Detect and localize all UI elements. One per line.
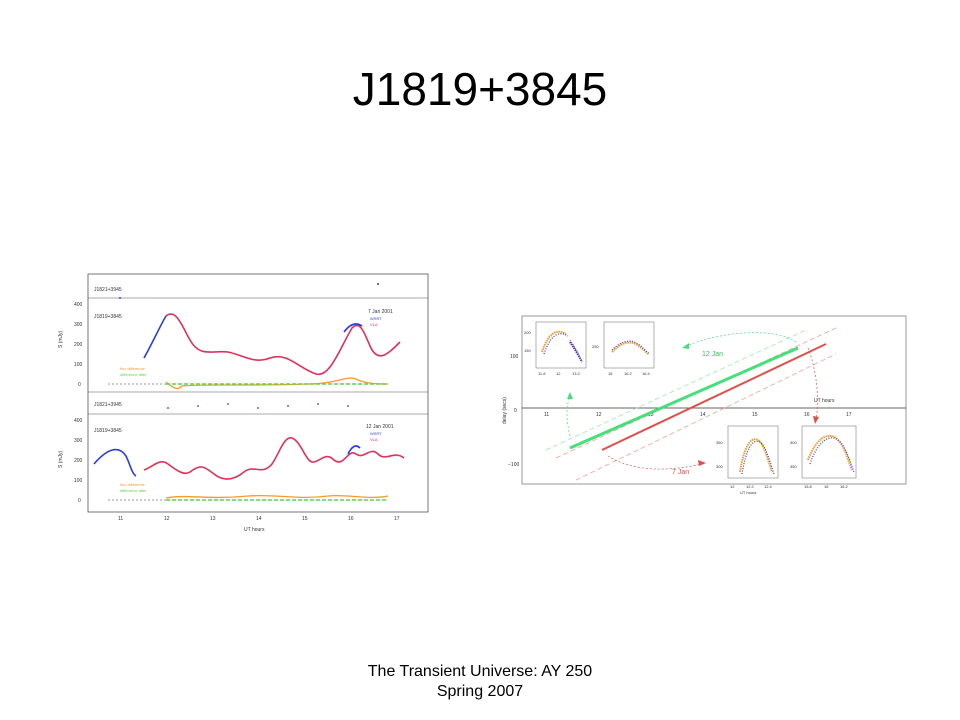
bottom-ytick-0: 0	[78, 498, 81, 504]
inset-1: 11.8 12 13.2 150 200	[524, 321, 587, 376]
bottom-curve-wsrt-2	[347, 445, 361, 455]
top-ytick-100: 100	[74, 362, 83, 368]
slide-title: J1819+3845	[352, 63, 608, 115]
xlabel: UT hours	[244, 527, 265, 533]
footer-term: Spring 2007	[436, 683, 524, 700]
delay-plot: delay (secs) 100 0 −100 11 12 13 14 15 1…	[502, 315, 907, 495]
delay-xtick-13: 13	[648, 412, 654, 418]
top-ylabel: S (mJy)	[58, 330, 64, 348]
delay-xtick-12: 12	[596, 412, 602, 418]
xtick-15: 15	[302, 516, 308, 522]
inset1-yt-1: 200	[524, 330, 531, 335]
xtick-13: 13	[210, 516, 216, 522]
inset2-xt-2: 16.4	[642, 371, 651, 376]
top-note-flux: flux difference	[120, 366, 146, 371]
bottom-ytick-200: 200	[74, 458, 83, 464]
inset1-xt-0: 11.8	[538, 371, 546, 376]
top-curve-vla	[165, 313, 401, 375]
top-ytick-0: 0	[78, 382, 81, 388]
delay-figure: delay (secs) 100 0 −100 11 12 13 14 15 1…	[486, 308, 912, 498]
delay-line-7jan	[601, 343, 827, 451]
bottom-curve-wsrt	[93, 448, 137, 477]
bottom-date-label: 12 Jan 2001	[366, 424, 394, 430]
xtick-14: 14	[256, 516, 262, 522]
inset3-xt-0: 12	[730, 484, 735, 489]
inset-2: 16 16.2 16.4 250	[592, 321, 655, 376]
top-ref-label: J1821+3945	[94, 287, 122, 293]
delay-xtick-15: 15	[752, 412, 758, 418]
xtick-17: 17	[394, 516, 400, 522]
top-curve-wsrt-2	[343, 323, 363, 333]
bottom-note-diff: difference after	[120, 488, 147, 493]
delay-ylabel: delay (secs)	[502, 397, 508, 424]
bottom-ytick-300: 300	[74, 438, 83, 444]
top-ytick-400: 400	[74, 302, 83, 308]
bottom-ref-label: J1821+3945	[94, 402, 122, 408]
inset2-yt-0: 250	[592, 344, 599, 349]
top-ytick-200: 200	[74, 342, 83, 348]
annotation-12jan: 12 Jan	[702, 351, 723, 358]
inset3-xt-2: 12.4	[764, 484, 773, 489]
bottom-ytick-400: 400	[74, 418, 83, 424]
top-ytick-300: 300	[74, 322, 83, 328]
inset3-yt-1: 300	[716, 464, 723, 469]
xtick-12: 12	[164, 516, 170, 522]
top-curve-wsrt	[143, 315, 167, 359]
inset2-xt-0: 16	[608, 371, 613, 376]
delay-line-12jan	[569, 346, 799, 450]
bottom-ylabel: S (mJy)	[58, 450, 64, 468]
inset4-yt-1: 350	[790, 464, 797, 469]
inset4-xt-2: 16.2	[840, 484, 849, 489]
bottom-legend-vla: VLA	[370, 437, 378, 442]
inset4-yt-0: 300	[790, 440, 797, 445]
inset-3: 12 12.2 12.4 350 300 UT hours	[716, 425, 779, 495]
delay-ytick-neg100: −100	[508, 462, 519, 468]
delay-xlabel: UT hours	[814, 398, 835, 404]
bottom-ytick-100: 100	[74, 478, 83, 484]
delay-ytick-0: 0	[514, 408, 517, 414]
annotation-7jan: 7 Jan	[672, 469, 689, 476]
bottom-note-flux: flux difference	[120, 482, 146, 487]
top-main-label: J1819+3845	[94, 314, 122, 320]
inset1-yt-0: 150	[524, 348, 531, 353]
inset1-xt-1: 12	[556, 371, 561, 376]
delay-ytick-100: 100	[510, 354, 519, 360]
delay-xtick-17: 17	[846, 412, 852, 418]
inset2-xt-1: 16.2	[624, 371, 633, 376]
footer-course: The Transient Universe: AY 250	[367, 663, 593, 680]
xtick-16: 16	[348, 516, 354, 522]
bottom-diff-orange	[165, 494, 389, 499]
light-curve-figure: J1821+3945 J1819+3845 7 Jan 2001 WSRT VL…	[48, 268, 472, 540]
top-legend-wsrt: WSRT	[370, 316, 382, 321]
bottom-ref-dots	[167, 403, 349, 409]
inset3-xlabel: UT hours	[740, 490, 756, 495]
light-curve-plot: J1821+3945 J1819+3845 7 Jan 2001 WSRT VL…	[58, 273, 429, 533]
inset-4: 15.8 16 16.2 300 350	[790, 425, 857, 489]
bottom-legend-wsrt: WSRT	[370, 431, 382, 436]
delay-xtick-11: 11	[544, 412, 549, 418]
xtick-11: 11	[118, 516, 123, 522]
top-ref-dots	[119, 283, 379, 299]
top-note-diff: difference after	[120, 372, 147, 377]
top-date-label: 7 Jan 2001	[368, 309, 393, 315]
top-legend-vla: VLA	[370, 322, 378, 327]
inset4-xt-1: 16	[824, 484, 829, 489]
inset3-xt-1: 12.2	[746, 484, 755, 489]
inset1-xt-2: 13.2	[572, 371, 581, 376]
inset3-yt-0: 350	[716, 440, 723, 445]
delay-xtick-16: 16	[804, 412, 810, 418]
bottom-curve-vla	[143, 437, 405, 480]
delay-xtick-14: 14	[700, 412, 706, 418]
bottom-main-label: J1819+3845	[94, 428, 122, 434]
inset4-xt-0: 15.8	[804, 484, 813, 489]
